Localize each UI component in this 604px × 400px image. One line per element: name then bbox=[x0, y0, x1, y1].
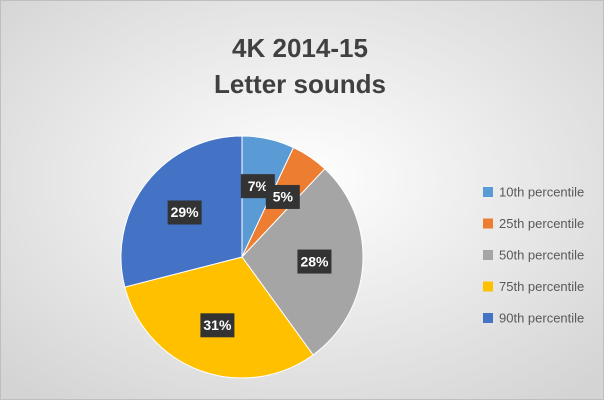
chart-subtitle: Letter sounds bbox=[214, 69, 386, 99]
legend-label: 25th percentile bbox=[499, 216, 584, 231]
legend-label: 75th percentile bbox=[499, 279, 584, 294]
data-label: 29% bbox=[171, 204, 200, 220]
data-label: 5% bbox=[273, 189, 294, 205]
data-label-box bbox=[167, 200, 202, 225]
legend-swatch bbox=[483, 187, 493, 197]
legend-label: 50th percentile bbox=[499, 247, 584, 262]
data-label-box bbox=[200, 313, 235, 338]
data-label: 28% bbox=[300, 253, 329, 269]
legend-label: 90th percentile bbox=[499, 310, 584, 325]
data-label-box bbox=[297, 249, 332, 274]
legend-label: 10th percentile bbox=[499, 184, 584, 199]
data-label: 7% bbox=[248, 178, 269, 194]
legend-swatch bbox=[483, 281, 493, 292]
legend-swatch bbox=[483, 218, 493, 229]
data-label-box bbox=[265, 184, 300, 209]
chart-title: 4K 2014-15 bbox=[232, 33, 368, 63]
data-label: 31% bbox=[203, 317, 232, 333]
legend-swatch bbox=[483, 313, 493, 323]
legend-swatch bbox=[483, 250, 493, 260]
